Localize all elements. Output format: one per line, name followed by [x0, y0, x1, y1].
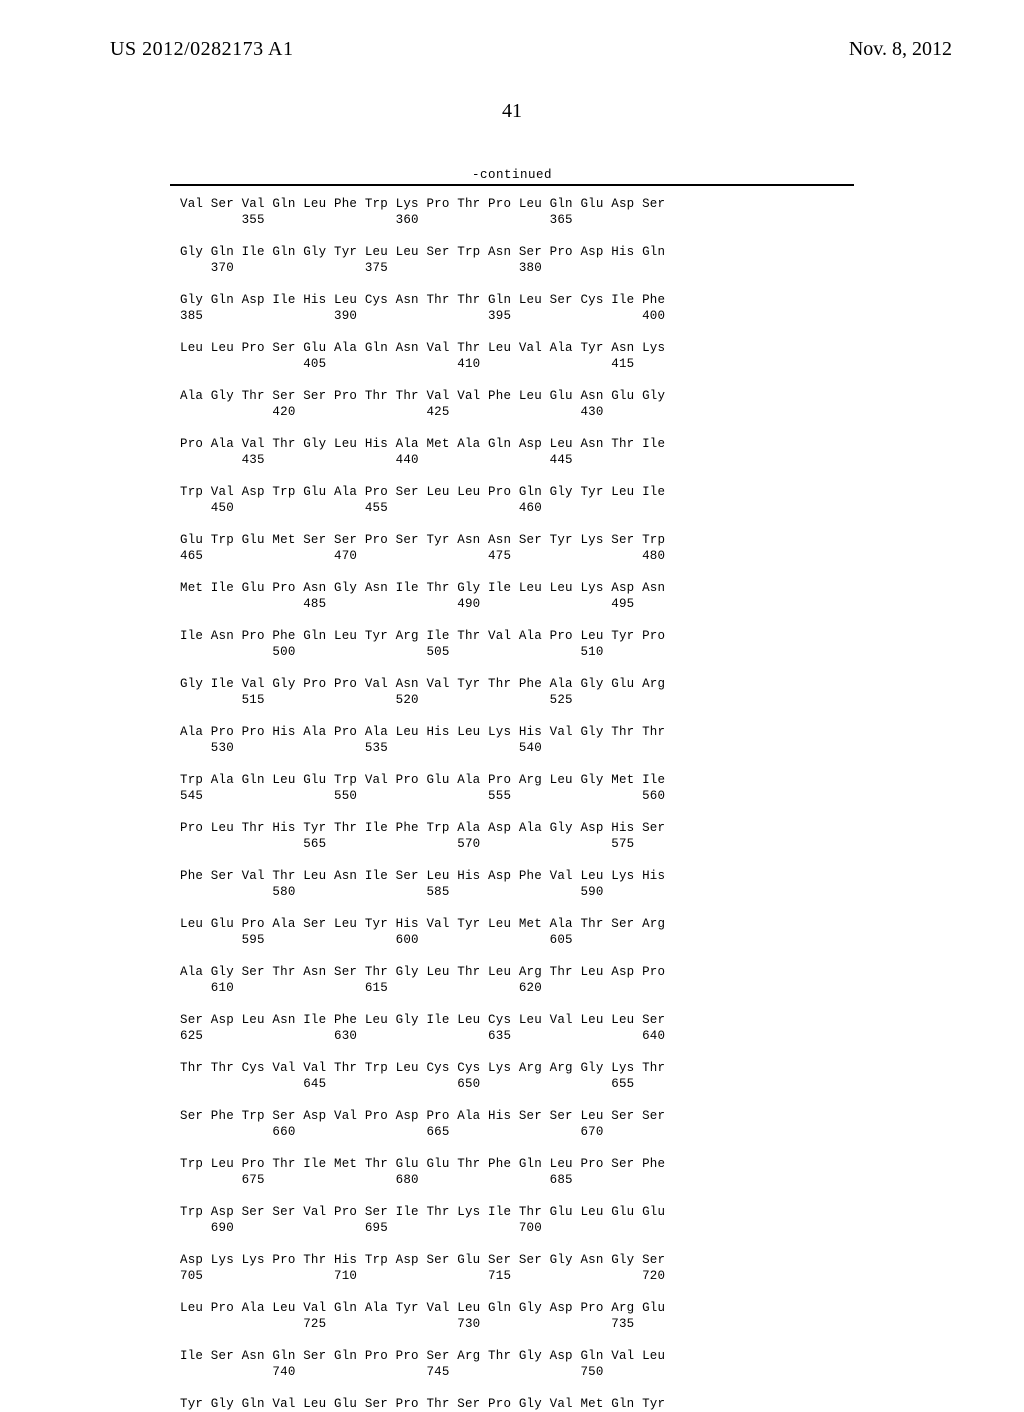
- sequence-listing: Val Ser Val Gln Leu Phe Trp Lys Pro Thr …: [180, 196, 1024, 1412]
- page: US 2012/0282173 A1 Nov. 8, 2012 41 -cont…: [0, 0, 1024, 1320]
- continued-label: -continued: [0, 168, 1024, 182]
- page-number: 41: [0, 100, 1024, 123]
- publication-number: US 2012/0282173 A1: [110, 38, 293, 61]
- publication-date: Nov. 8, 2012: [849, 38, 952, 61]
- top-rule: [170, 184, 854, 186]
